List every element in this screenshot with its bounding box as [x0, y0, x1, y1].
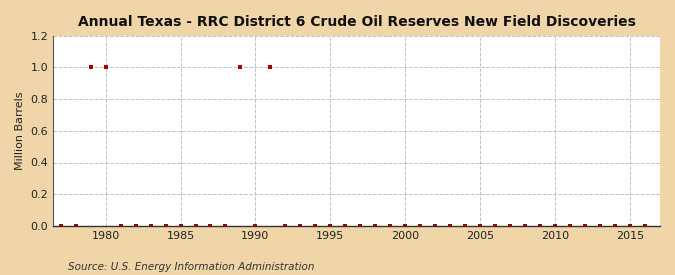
Y-axis label: Million Barrels: Million Barrels [15, 92, 25, 170]
Text: Source: U.S. Energy Information Administration: Source: U.S. Energy Information Administ… [68, 262, 314, 272]
Title: Annual Texas - RRC District 6 Crude Oil Reserves New Field Discoveries: Annual Texas - RRC District 6 Crude Oil … [78, 15, 636, 29]
